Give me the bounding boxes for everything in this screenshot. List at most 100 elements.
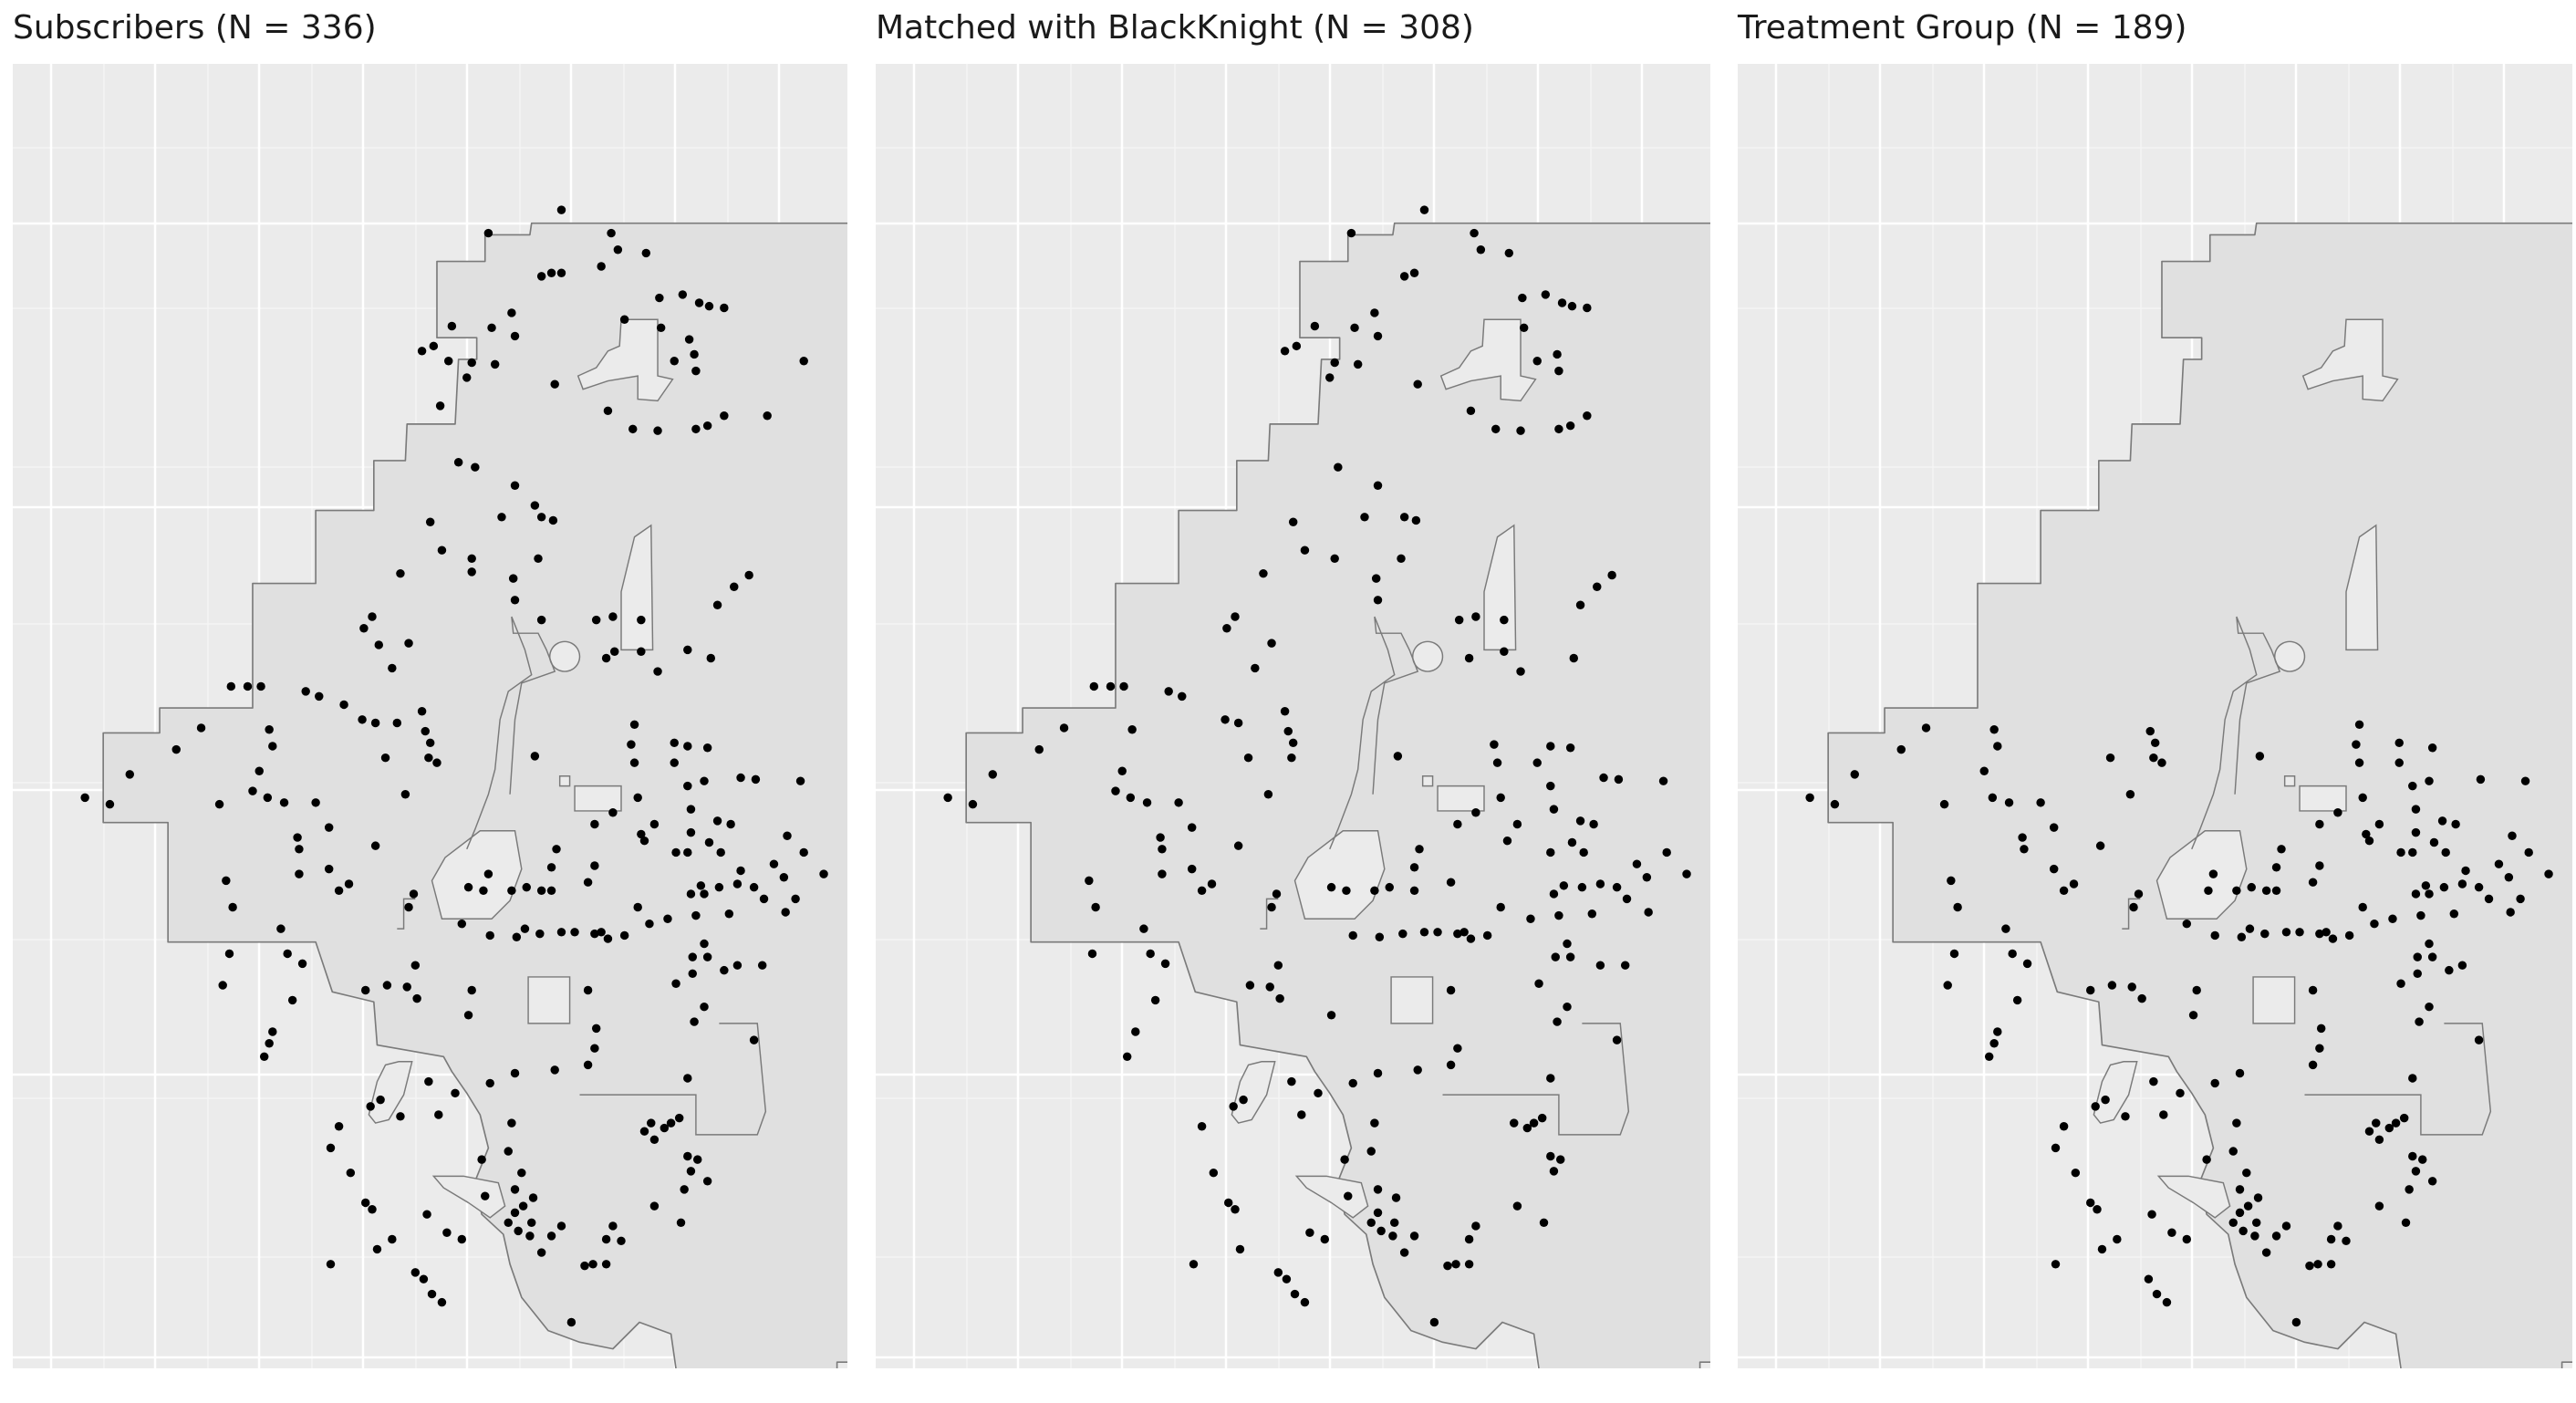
- address-point: [1939, 799, 1949, 809]
- address-point: [1235, 1244, 1245, 1254]
- address-point: [1632, 859, 1642, 868]
- address-point: [297, 959, 307, 969]
- address-point: [467, 567, 476, 577]
- address-point: [749, 882, 759, 892]
- address-point: [2374, 1201, 2384, 1211]
- address-point: [2524, 847, 2533, 857]
- address-point: [2364, 1127, 2374, 1136]
- address-point: [2149, 753, 2158, 763]
- address-point: [617, 1236, 626, 1246]
- address-point: [372, 1244, 382, 1254]
- address-point: [546, 863, 556, 872]
- address-point: [550, 379, 559, 389]
- address-point: [702, 743, 712, 753]
- address-point: [442, 1228, 452, 1237]
- address-point: [1373, 1185, 1383, 1194]
- address-point: [649, 1135, 660, 1145]
- excluded-area: [558, 774, 571, 787]
- address-point: [463, 1011, 473, 1020]
- address-point: [2354, 720, 2364, 730]
- address-point: [404, 639, 413, 648]
- excluded-area: [2155, 830, 2248, 920]
- address-point: [609, 647, 619, 656]
- address-point: [1451, 1260, 1460, 1269]
- address-point: [422, 1210, 431, 1219]
- address-point: [2182, 1234, 2192, 1244]
- address-point: [694, 298, 704, 307]
- address-point: [2085, 985, 2095, 995]
- address-point: [224, 949, 234, 959]
- excluded-area: [1293, 830, 1386, 920]
- address-point: [663, 914, 672, 923]
- address-point: [1541, 290, 1551, 299]
- address-point: [674, 1113, 684, 1123]
- address-point: [2049, 864, 2059, 874]
- address-point: [1340, 1155, 1349, 1164]
- address-point: [424, 753, 433, 763]
- address-point: [463, 882, 473, 892]
- address-point: [376, 1095, 385, 1105]
- address-point: [2399, 1113, 2409, 1123]
- address-point: [686, 827, 696, 837]
- address-point: [1583, 303, 1592, 313]
- excluded-area: [1439, 318, 1537, 402]
- excluded-area: [2274, 640, 2306, 672]
- address-point: [243, 681, 253, 691]
- address-point: [2315, 1044, 2324, 1053]
- excluded-area: [2345, 524, 2379, 651]
- address-point: [2408, 781, 2417, 791]
- address-point: [671, 979, 680, 988]
- address-point: [1263, 790, 1273, 799]
- address-point: [409, 889, 419, 899]
- address-point: [360, 985, 370, 995]
- address-point: [2474, 882, 2484, 892]
- address-point: [2516, 894, 2525, 904]
- address-point: [1106, 681, 1116, 691]
- address-point: [629, 720, 639, 730]
- address-point: [1117, 766, 1127, 775]
- address-point: [510, 596, 520, 605]
- address-point: [429, 341, 439, 351]
- address-point: [525, 1232, 535, 1241]
- address-point: [1326, 1011, 1336, 1020]
- address-point: [2326, 1234, 2336, 1244]
- address-point: [1464, 1234, 1474, 1244]
- address-point: [1348, 930, 1357, 941]
- address-point: [2333, 1221, 2342, 1231]
- address-point: [1259, 568, 1268, 578]
- address-point: [254, 766, 264, 775]
- address-point: [1482, 930, 1492, 941]
- city-region: [943, 205, 1710, 1368]
- address-point: [530, 752, 540, 761]
- address-point: [686, 805, 696, 814]
- address-point: [779, 873, 789, 882]
- address-point: [2425, 776, 2434, 785]
- address-point: [1267, 902, 1276, 912]
- address-point: [988, 770, 998, 779]
- address-point: [1059, 723, 1069, 733]
- address-point: [1471, 808, 1480, 817]
- address-point: [528, 1193, 538, 1202]
- address-point: [2018, 833, 2027, 842]
- map-svg: [876, 64, 1710, 1368]
- address-point: [2413, 969, 2422, 979]
- address-point: [2405, 1185, 2414, 1194]
- address-point: [2315, 861, 2324, 870]
- city-boundary: [102, 222, 847, 1368]
- address-point: [645, 919, 654, 929]
- address-point: [2352, 740, 2361, 749]
- address-point: [2095, 841, 2105, 850]
- address-point: [536, 513, 546, 522]
- address-point: [256, 681, 265, 691]
- address-point: [670, 356, 679, 366]
- address-point: [265, 1039, 274, 1048]
- address-point: [1471, 612, 1480, 621]
- address-point: [518, 1201, 528, 1211]
- map-svg: [13, 64, 847, 1368]
- address-point: [427, 1289, 437, 1299]
- address-point: [1413, 1065, 1422, 1075]
- address-point: [1393, 752, 1403, 761]
- address-point: [1265, 982, 1274, 992]
- address-point: [601, 653, 611, 663]
- address-point: [2105, 753, 2115, 763]
